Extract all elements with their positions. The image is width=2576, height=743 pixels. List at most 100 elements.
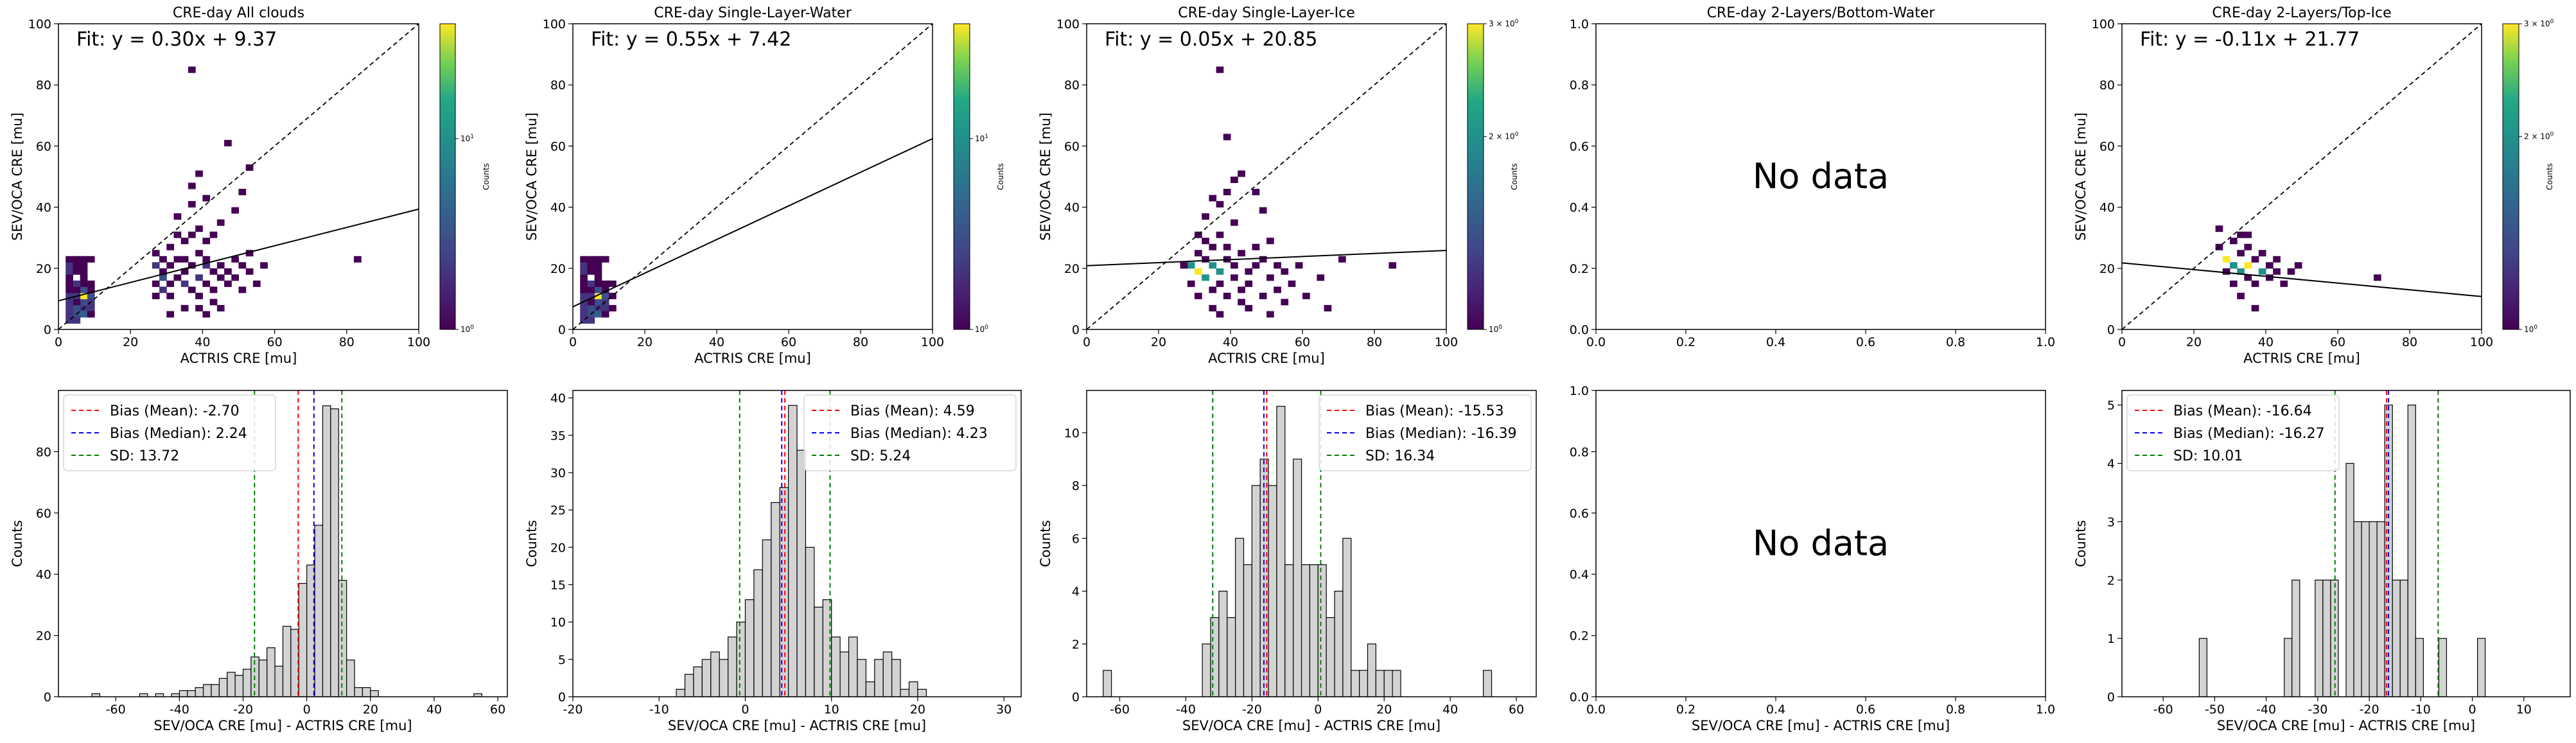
top-top-ice-xtick-label: 80 xyxy=(2402,335,2417,349)
top-ice-colorbar-tick-label: 3 × 100 xyxy=(1489,19,1519,28)
top-all-cell xyxy=(209,231,218,238)
bot-all-xtick-label: -60 xyxy=(106,703,126,717)
bot-water-panel: -20 -10 0 10 20 30 0 5 10 15 20 25 30 35 40 SEV/OCA CRE… xyxy=(524,390,1022,733)
top-all-cell xyxy=(209,286,218,293)
top-water-cell xyxy=(580,311,588,318)
top-water-cell xyxy=(601,256,609,263)
bot-bottom-water-ytick-label: 0.0 xyxy=(1570,690,1589,704)
bot-all-xtick-label: 60 xyxy=(490,703,505,717)
bot-ice-legend-label: Bias (Median): -16.39 xyxy=(1365,426,1517,442)
bot-ice-bar xyxy=(1309,564,1319,697)
bot-water-legend: Bias (Mean): 4.59 Bias (Median): 4.23 SD: … xyxy=(803,394,1017,471)
top-all-ytick-label: 40 xyxy=(36,201,51,215)
bot-top-ice-bar xyxy=(2376,521,2385,697)
bot-water-xtick-label: 10 xyxy=(824,703,839,717)
bot-all-bar xyxy=(282,625,292,697)
bot-ice-ytick-label: 6 xyxy=(1072,532,1080,546)
top-all-cell xyxy=(202,280,211,287)
bot-ice-legend-label: Bias (Mean): -15.53 xyxy=(1365,403,1504,419)
top-all-ytick-label: 0 xyxy=(44,323,51,337)
bot-ice-frame xyxy=(1086,390,1537,697)
top-water-cell xyxy=(587,280,595,287)
top-ice-panel: CRE-day Single-Layer-Ice Fit: y = 0.05x +… xyxy=(1038,5,1519,366)
bot-top-ice-bar xyxy=(2407,405,2416,697)
bot-top-ice-ytick-label: 5 xyxy=(2107,399,2115,413)
top-bottom-water-ytick-label: 0.8 xyxy=(1570,78,1589,92)
top-water-cell xyxy=(594,286,602,293)
top-ice-cell xyxy=(1223,292,1231,299)
bot-water-bar xyxy=(728,636,737,697)
top-bottom-water-ytick-label: 0.0 xyxy=(1570,323,1589,337)
top-top-ice-fit-text: Fit: y = -0.11x + 21.77 xyxy=(2140,28,2360,51)
bot-water-bar xyxy=(908,681,918,697)
top-all-cell xyxy=(188,231,196,238)
top-all-one-to-one-line xyxy=(58,24,419,329)
bot-top-ice-legend-label: SD: 10.01 xyxy=(2173,448,2243,464)
bot-top-ice-legend: Bias (Mean): -16.64 Bias (Median): -16.27… xyxy=(2126,394,2340,471)
bot-water-bar xyxy=(848,636,858,697)
top-ice-cell xyxy=(1259,207,1267,214)
bot-ice-bar xyxy=(1367,643,1376,697)
bot-ice-bar xyxy=(1326,617,1335,697)
top-all-cell xyxy=(209,268,218,275)
top-ice-cell xyxy=(1195,250,1202,257)
top-all-cell xyxy=(159,268,167,275)
bot-top-ice-bar xyxy=(2476,638,2486,697)
bot-ice-xtick-label: 20 xyxy=(1376,703,1392,717)
top-water-xtick-label: 80 xyxy=(853,335,868,349)
top-ice-cell xyxy=(1252,243,1260,250)
top-water-frame xyxy=(572,23,933,330)
top-all-cell xyxy=(66,286,73,293)
top-all-cell xyxy=(166,243,175,250)
bot-all-bar xyxy=(298,582,308,697)
top-all-cell xyxy=(180,256,189,263)
top-ice-cell xyxy=(1389,262,1397,269)
bot-bottom-water-ytick-label: 0.4 xyxy=(1570,568,1589,582)
bot-water-bar xyxy=(701,659,712,697)
bot-water-xtick-label: 30 xyxy=(996,703,1012,717)
top-water-ytick-label: 40 xyxy=(550,201,566,215)
top-water-cell xyxy=(587,304,595,311)
top-top-ice-cell xyxy=(2294,262,2302,269)
top-top-ice-cell xyxy=(2244,262,2252,269)
top-all-cell xyxy=(166,311,175,318)
top-water-cell xyxy=(601,311,609,318)
top-all-cell xyxy=(73,286,81,293)
top-ice-cell xyxy=(1223,134,1231,141)
top-bottom-water-frame xyxy=(1595,23,2046,330)
top-all-title: CRE-day All clouds xyxy=(173,5,304,21)
top-all-cell xyxy=(188,262,196,269)
bot-all-bar xyxy=(218,677,228,697)
bot-water-xlabel: SEV/OCA CRE [mu] - ACTRIS CRE [mu] xyxy=(668,718,926,733)
top-ice-cells xyxy=(1087,24,1446,329)
top-ice-xtick-label: 0 xyxy=(1083,335,1091,349)
top-top-ice-cell xyxy=(2244,231,2252,238)
top-top-ice-cell xyxy=(2266,274,2274,281)
top-all-cell xyxy=(238,189,247,196)
top-top-ice-ytick-label: 100 xyxy=(2092,17,2115,31)
bot-top-ice-xtick-label: -20 xyxy=(2360,703,2379,717)
top-water-xtick-label: 40 xyxy=(709,335,724,349)
bot-top-ice-bar xyxy=(2345,462,2354,697)
bot-all-legend-label: SD: 13.72 xyxy=(110,448,179,464)
top-ice-cell xyxy=(1259,292,1267,299)
top-top-ice-colorbar-tick-label: 3 × 100 xyxy=(2524,19,2554,28)
bot-all-xtick-label: 40 xyxy=(426,703,442,717)
bot-ice-legend-label: SD: 16.34 xyxy=(1365,448,1435,464)
bot-ice-bar xyxy=(1317,564,1327,697)
bot-all-xtick-label: -40 xyxy=(170,703,189,717)
top-ice-cell xyxy=(1202,213,1209,220)
bot-all-xtick-label: 0 xyxy=(303,703,311,717)
top-all-cell xyxy=(87,304,95,311)
top-all-cell xyxy=(202,311,211,318)
top-all-frame xyxy=(58,23,419,330)
bot-ice-bar xyxy=(1359,670,1369,697)
bot-water-ytick-label: 15 xyxy=(550,578,566,592)
top-bottom-water-xtick-label: 1.0 xyxy=(2036,335,2055,349)
top-top-ice-cell xyxy=(2266,262,2274,269)
top-top-ice-cell xyxy=(2280,280,2288,287)
top-all-cell xyxy=(66,304,73,311)
top-all-cell xyxy=(195,170,203,177)
bot-top-ice-xtick-label: -50 xyxy=(2205,703,2225,717)
bot-top-ice-bar xyxy=(2415,638,2424,697)
